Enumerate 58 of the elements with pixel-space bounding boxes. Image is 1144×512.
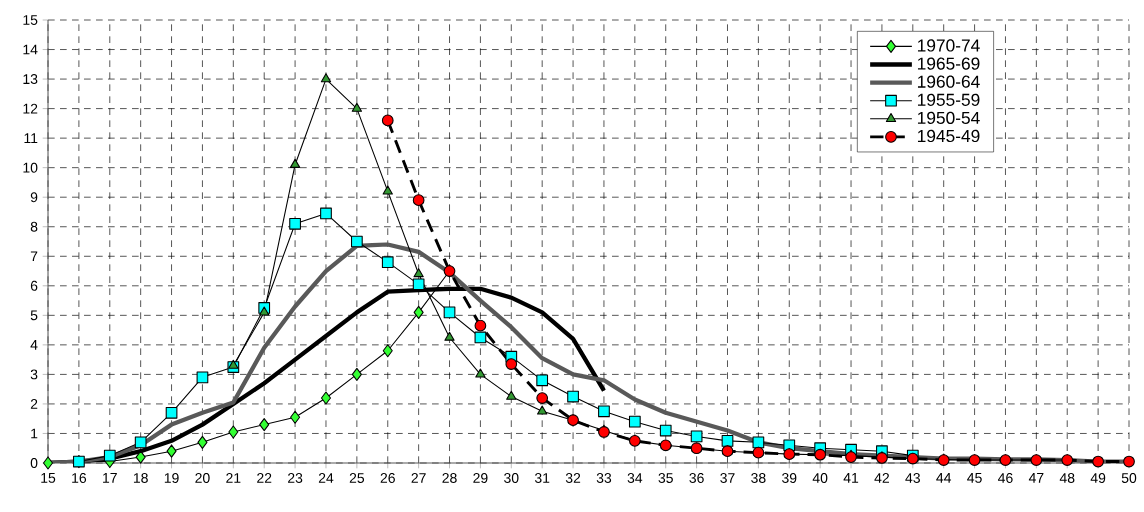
y-tick-label: 15 xyxy=(23,15,38,25)
legend-label: 1970-74 xyxy=(917,39,980,52)
x-tick-label: 35 xyxy=(658,473,673,483)
y-tick-label: 3 xyxy=(30,369,38,380)
y-tick-label: 13 xyxy=(23,74,38,85)
y-tick-label: 5 xyxy=(30,310,38,321)
y-tick-label: 9 xyxy=(30,192,38,203)
x-tick-label: 19 xyxy=(164,473,179,483)
x-tick-label: 50 xyxy=(1121,473,1137,483)
x-tick-label: 33 xyxy=(596,473,612,483)
x-tick-label: 22 xyxy=(257,473,272,483)
x-tick-label: 21 xyxy=(226,473,241,483)
x-tick-label: 40 xyxy=(812,473,828,483)
x-tick-label: 39 xyxy=(782,473,797,483)
legend-label: 1950-54 xyxy=(917,111,980,125)
x-tick-label: 29 xyxy=(473,473,488,483)
x-tick-label: 26 xyxy=(380,473,395,483)
x-tick-label: 27 xyxy=(411,473,426,483)
x-tick-label: 31 xyxy=(534,473,550,483)
x-tick-label: 47 xyxy=(1028,473,1044,483)
y-tick-label: 1 xyxy=(31,428,38,439)
x-tick-label: 41 xyxy=(843,473,859,483)
x-tick-label: 36 xyxy=(689,473,704,483)
x-tick-label: 28 xyxy=(442,473,457,483)
x-tick-label: 48 xyxy=(1059,473,1075,483)
x-tick-label: 45 xyxy=(967,473,982,483)
y-tick-label: 10 xyxy=(23,162,38,173)
y-tick-label: 12 xyxy=(23,103,38,114)
y-tick-label: 8 xyxy=(30,221,38,232)
y-tick-label: 2 xyxy=(30,399,38,409)
x-tick-label: 38 xyxy=(751,473,766,483)
x-tick-label: 17 xyxy=(103,473,117,483)
x-tick-label: 16 xyxy=(72,473,87,483)
y-tick-label: 4 xyxy=(30,340,38,350)
legend-label: 1960-64 xyxy=(917,75,980,88)
x-tick-label: 23 xyxy=(288,473,303,483)
x-tick-label: 44 xyxy=(936,473,952,483)
y-tick-label: 0 xyxy=(30,458,38,468)
x-tick-label: 24 xyxy=(318,473,334,483)
legend-label: 1955-59 xyxy=(917,93,980,106)
y-tick-label: 11 xyxy=(24,133,38,143)
y-tick-label: 14 xyxy=(23,44,38,55)
x-tick-label: 32 xyxy=(565,473,581,483)
x-tick-label: 34 xyxy=(627,473,643,483)
x-tick-label: 46 xyxy=(997,473,1013,483)
x-tick-label: 15 xyxy=(41,473,56,483)
y-tick-label: 7 xyxy=(30,251,38,262)
x-tick-label: 25 xyxy=(349,473,365,483)
x-tick-label: 43 xyxy=(905,473,920,483)
x-tick-label: 49 xyxy=(1090,473,1106,483)
x-tick-label: 37 xyxy=(720,473,735,483)
x-tick-label: 18 xyxy=(133,473,148,483)
x-tick-label: 42 xyxy=(874,473,889,483)
legend-label: 1945-49 xyxy=(917,129,980,143)
x-tick-label: 20 xyxy=(195,473,210,483)
x-tick-label: 30 xyxy=(504,473,519,483)
legend-label: 1965-69 xyxy=(917,57,980,70)
y-tick-label: 6 xyxy=(30,280,38,291)
